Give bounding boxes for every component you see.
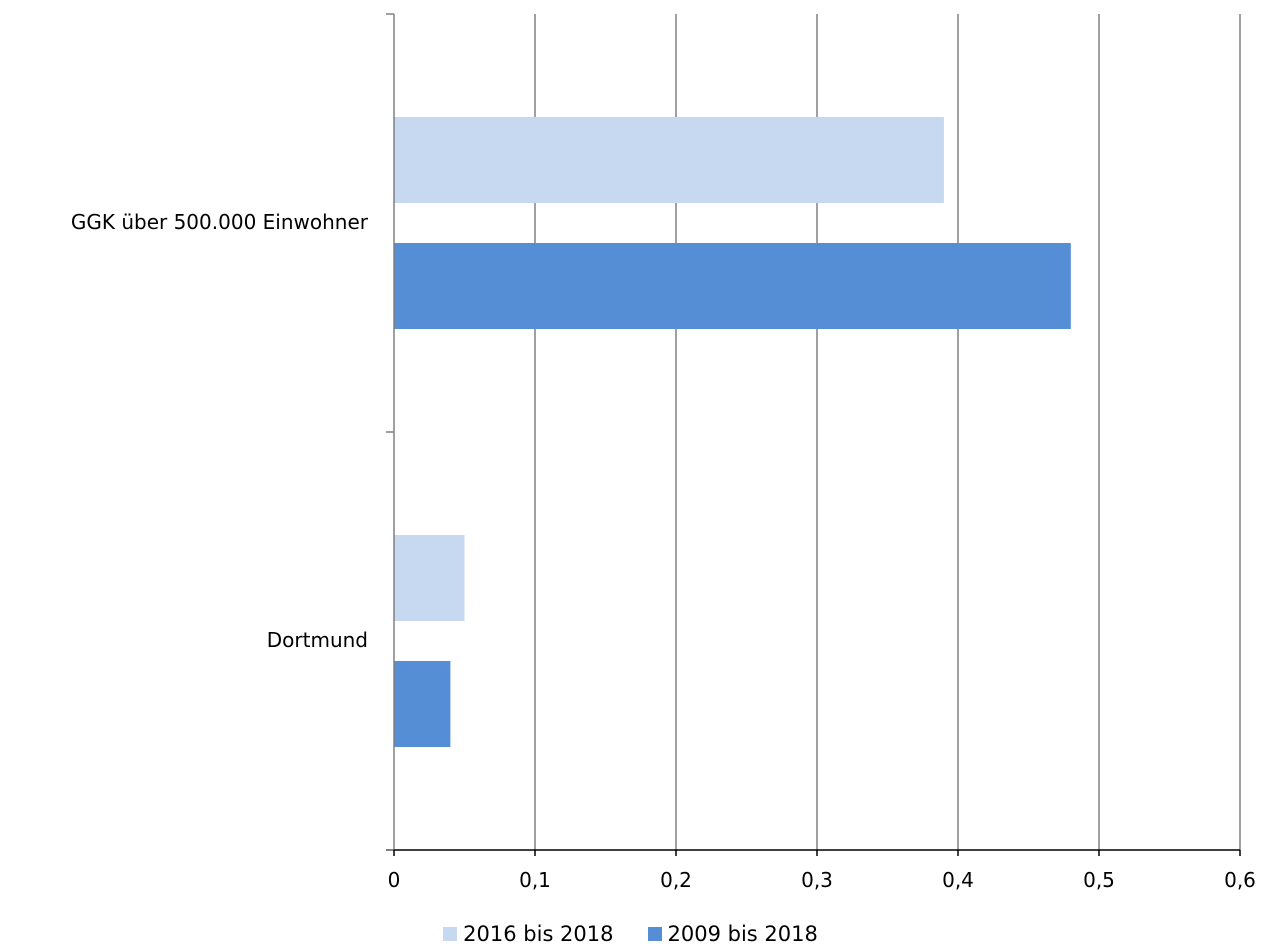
x-tick-label: 0,2 [660,868,692,892]
x-tick-label: 0,6 [1224,868,1256,892]
bar [394,243,1071,329]
x-tick-label: 0,4 [942,868,974,892]
legend-item-series-1: 2016 bis 2018 [443,922,614,946]
axes [386,13,1241,856]
legend-swatch [647,927,662,941]
legend-item-series-2: 2009 bis 2018 [647,922,818,946]
x-tick-label: 0 [387,868,401,892]
bars-group [394,117,1071,747]
bar [394,117,944,203]
bar [394,661,451,747]
legend-swatch [443,927,458,941]
x-tick-label: 0,5 [1083,868,1115,892]
x-tick-label: 0,1 [519,868,551,892]
bar [394,535,465,621]
legend: 2016 bis 2018 2009 bis 2018 [0,922,1261,946]
x-tick-label: 0,3 [801,868,833,892]
category-label: GGK über 500.000 Einwohner [70,210,368,234]
legend-label: 2016 bis 2018 [463,922,614,946]
category-label: Dortmund [266,628,368,652]
legend-label: 2009 bis 2018 [667,922,818,946]
